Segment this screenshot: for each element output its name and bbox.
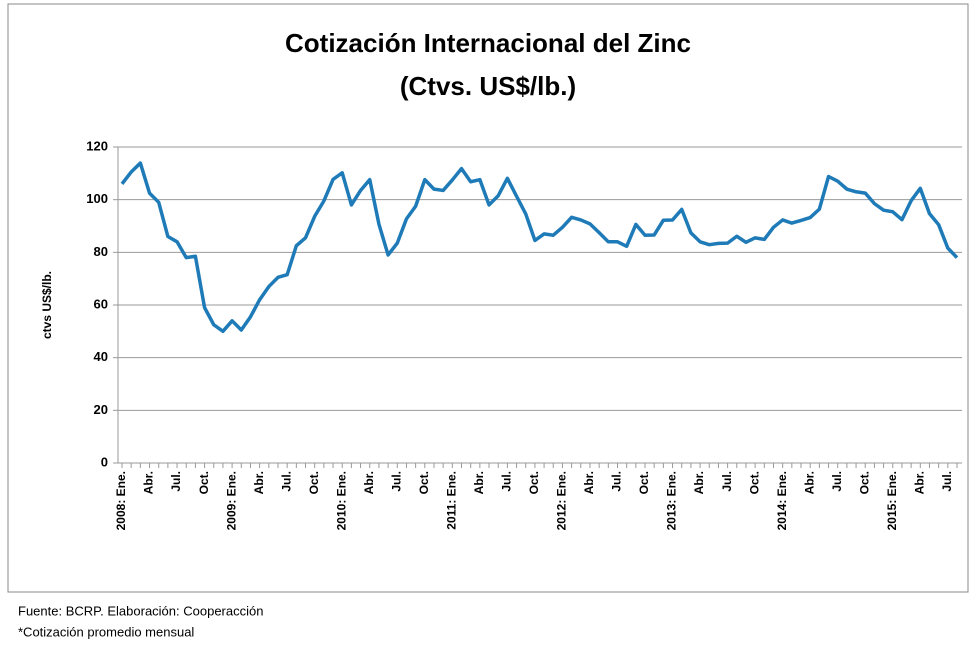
x-tick-label: Oct.: [637, 471, 651, 494]
x-tick-label: Jul.: [279, 471, 293, 492]
x-tick-label: Jul.: [610, 471, 624, 492]
x-tick-label: Oct.: [307, 471, 321, 494]
footnote: Fuente: BCRP. Elaboración: Cooperacción: [18, 603, 263, 618]
chart-title: Cotización Internacional del Zinc: [285, 28, 691, 58]
x-tick-label: 2008: Ene.: [114, 471, 128, 530]
y-tick-label: 80: [94, 244, 108, 259]
x-tick-label: Abr.: [582, 471, 596, 494]
y-tick-label: 20: [94, 402, 108, 417]
x-tick-label: Oct.: [527, 471, 541, 494]
x-tick-label: 2013: Ene.: [665, 471, 679, 530]
data-line: [120, 161, 959, 334]
y-tick-label: 100: [86, 191, 108, 206]
x-tick-label: Oct.: [747, 471, 761, 494]
y-tick-label: 60: [94, 296, 108, 311]
x-tick-label: Oct.: [857, 471, 871, 494]
x-tick-label: Abr.: [692, 471, 706, 494]
x-tick-label: Jul.: [940, 471, 954, 492]
chart-border: [7, 3, 969, 593]
x-tick-label: Abr.: [802, 471, 816, 494]
y-tick-label: 120: [86, 138, 108, 153]
y-tick-label: 0: [101, 454, 108, 469]
x-tick-label: 2015: Ene.: [885, 471, 899, 530]
x-tick-label: Abr.: [362, 471, 376, 494]
x-tick-label: Oct.: [197, 471, 211, 494]
x-tick-label: 2010: Ene.: [334, 471, 348, 530]
x-tick-label: 2009: Ene.: [224, 471, 238, 530]
y-axis-label: ctvs US$/lb.: [40, 271, 54, 339]
x-tick-label: 2012: Ene.: [555, 471, 569, 530]
x-tick-label: Jul.: [389, 471, 403, 492]
chart-subtitle: (Ctvs. US$/lb.): [400, 71, 576, 101]
x-tick-label: Jul.: [500, 471, 514, 492]
x-tick-label: Abr.: [252, 471, 266, 494]
y-tick-label: 40: [94, 349, 108, 364]
x-tick-label: 2014: Ene.: [775, 471, 789, 530]
x-tick-label: Abr.: [912, 471, 926, 494]
x-tick-label: Oct.: [417, 471, 431, 494]
footnote: *Cotización promedio mensual: [18, 624, 194, 639]
x-tick-label: Abr.: [142, 471, 156, 494]
x-tick-label: Abr.: [472, 471, 486, 494]
x-tick-label: Jul.: [169, 471, 183, 492]
x-tick-label: 2011: Ene.: [445, 471, 459, 530]
x-tick-label: Jul.: [830, 471, 844, 492]
x-tick-label: Jul.: [720, 471, 734, 492]
